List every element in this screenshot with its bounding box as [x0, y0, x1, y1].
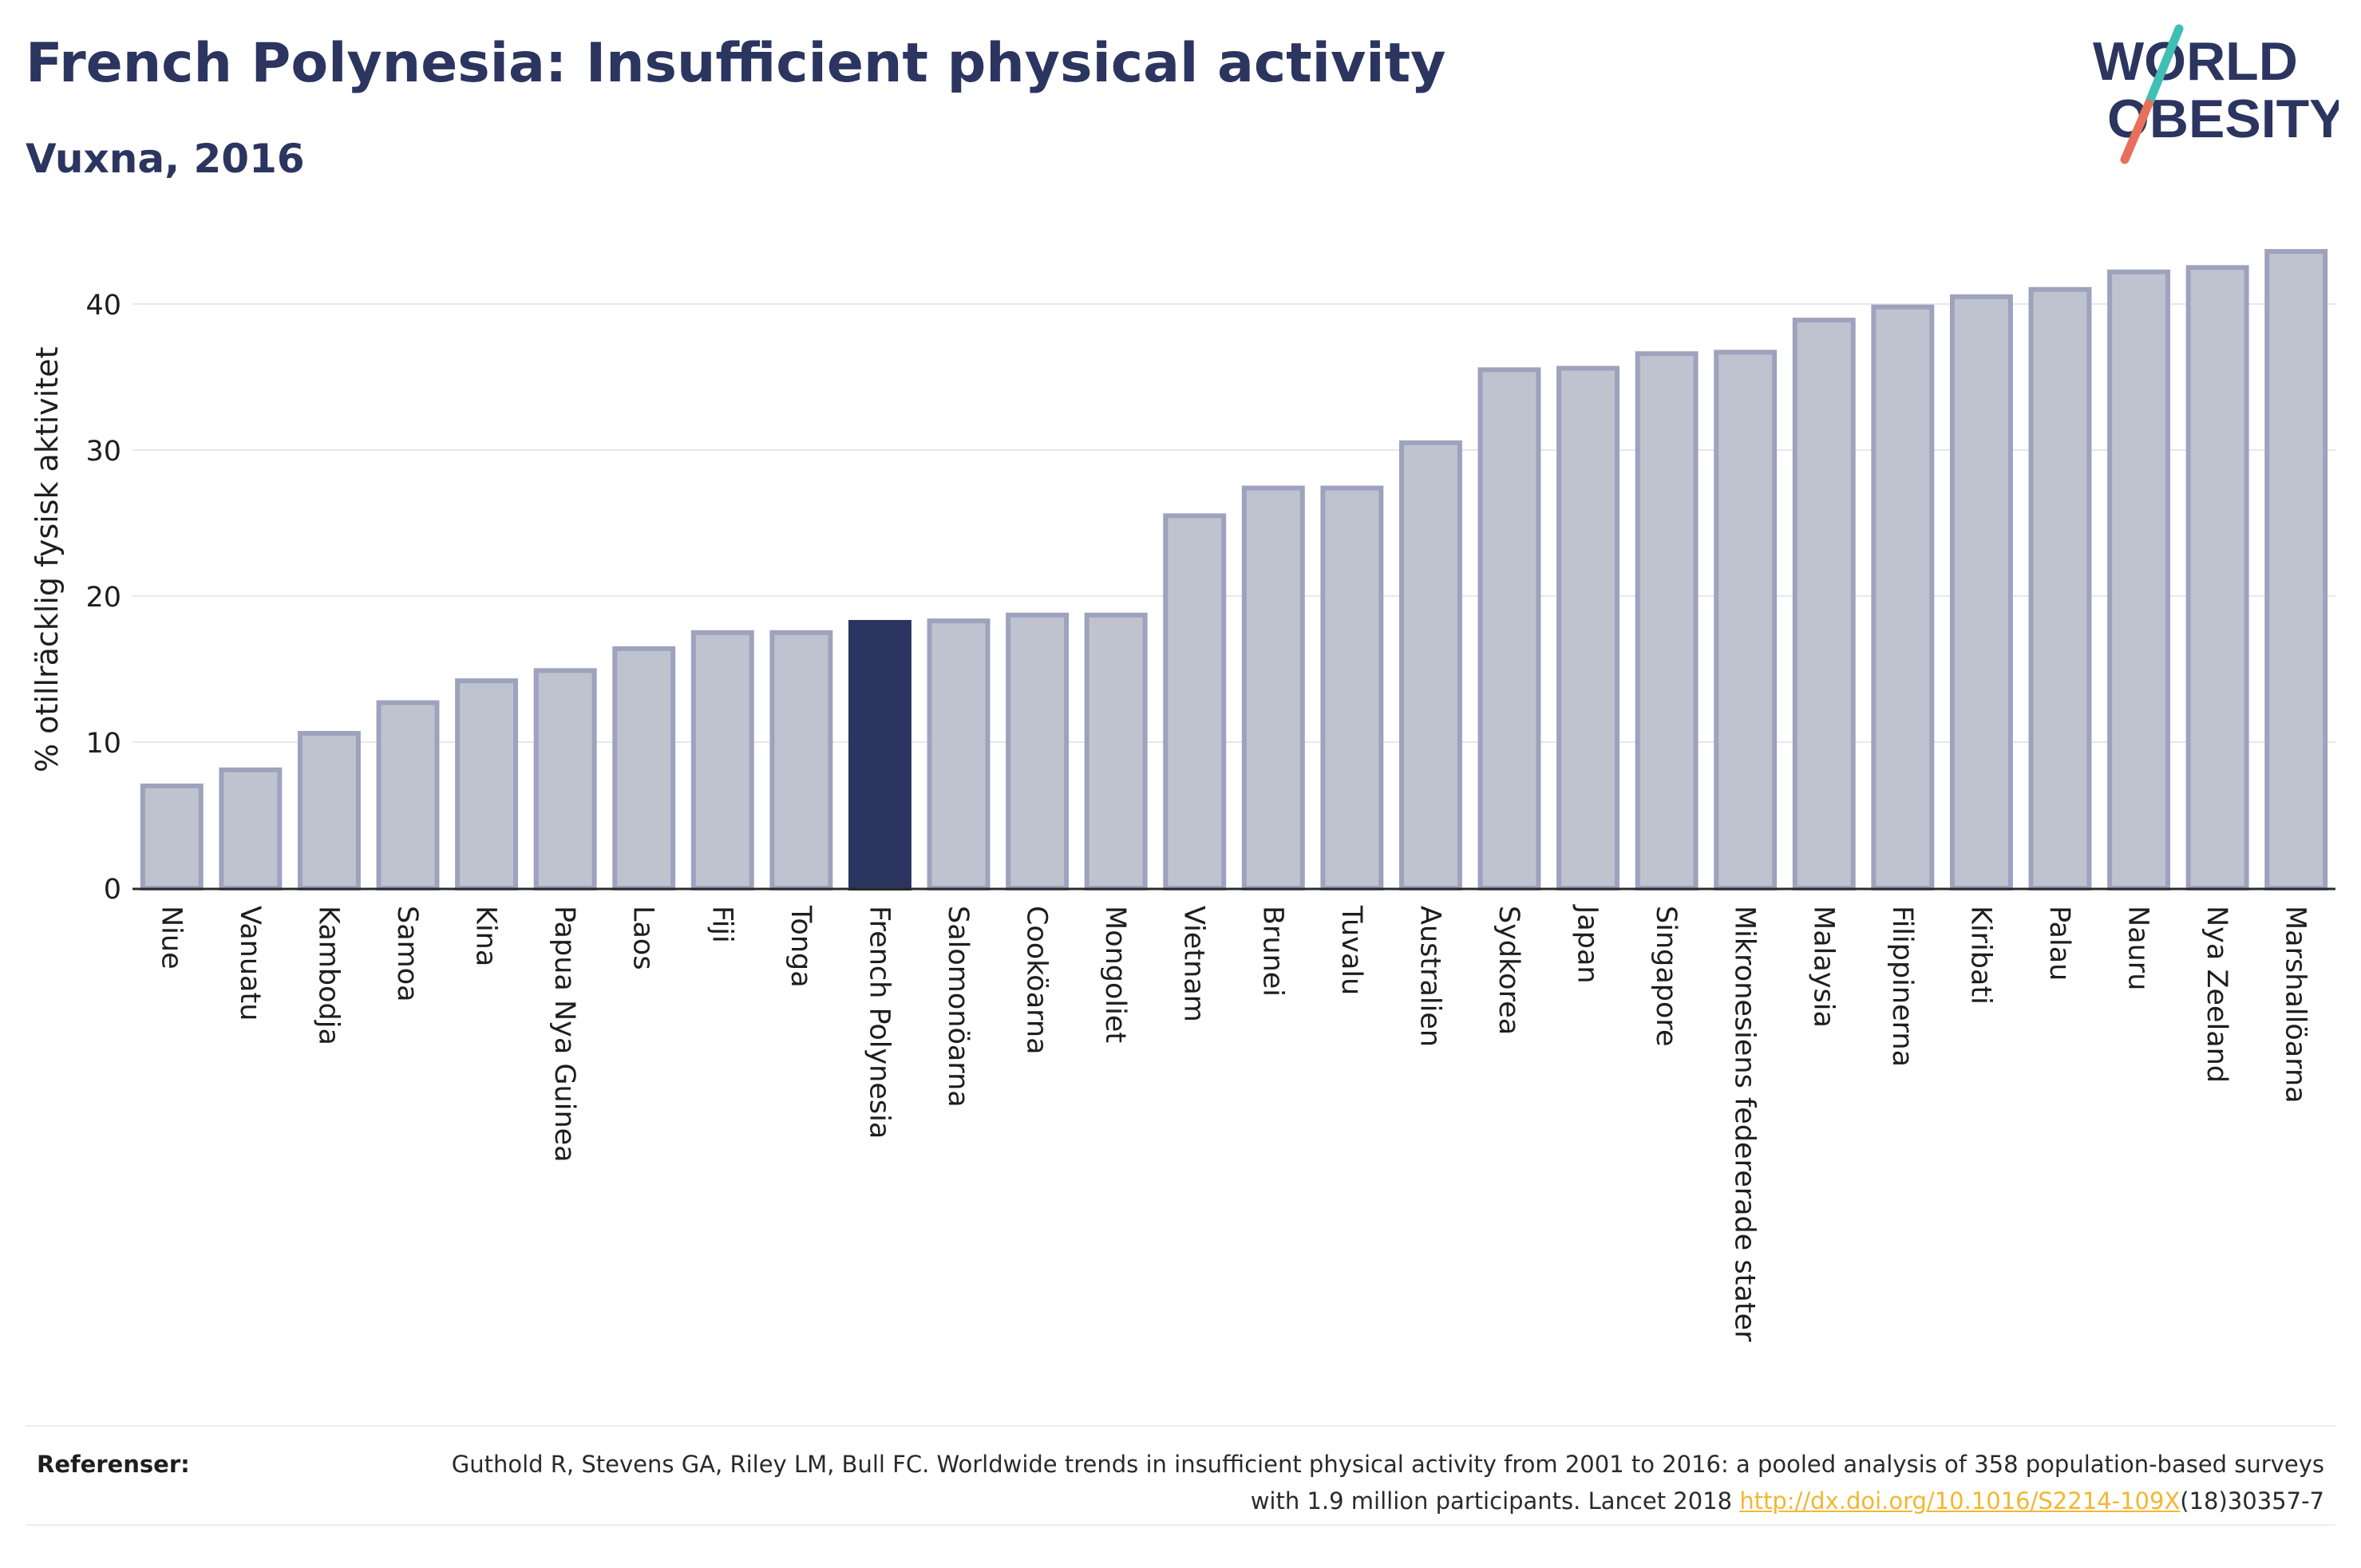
x-tick-label: French Polynesia: [863, 906, 895, 1139]
y-tick-label: 20: [85, 582, 121, 614]
x-tick-label: Papua Nya Guinea: [548, 906, 580, 1163]
bar: [2107, 269, 2171, 891]
bar: [1635, 351, 1699, 891]
y-axis-title: % otillräcklig fysisk aktivitet: [30, 346, 65, 772]
references-citation-end: (18)30357-7: [2180, 1487, 2324, 1515]
x-tick-label: Samoa: [391, 906, 423, 1002]
references-divider-top: [26, 1425, 2335, 1427]
bars: [140, 249, 2328, 891]
x-tick-label: Mongoliet: [1099, 906, 1131, 1043]
bar: [1163, 513, 1227, 891]
x-axis-labels: Niue Vanuatu Kambodja Samoa Kina Papua Nya Gu…: [155, 904, 2311, 1342]
bar: [533, 668, 597, 891]
bar: [140, 783, 204, 891]
x-tick-label: Australien: [1414, 906, 1445, 1047]
bar-highlighted: [848, 619, 912, 891]
bar: [1949, 294, 2013, 891]
bar: [612, 646, 676, 891]
y-tick-label: 0: [104, 874, 121, 906]
references-text: Guthold R, Stevens GA, Riley LM, Bull FC…: [449, 1446, 2324, 1519]
bar: [927, 618, 991, 891]
bar: [1792, 318, 1856, 891]
x-tick-label: Malaysia: [1807, 906, 1839, 1028]
bar: [1006, 612, 1070, 891]
bar: [1398, 440, 1462, 891]
bar: [376, 700, 440, 891]
references-citation: Guthold R, Stevens GA, Riley LM, Bull FC…: [451, 1451, 2324, 1515]
bar-chart: 0 10 20 30 40 Niue Vanuatu Kambodja Samoa Kina Pa…: [30, 249, 2335, 1342]
bar: [1241, 485, 1305, 891]
x-tick-label: Mikronesiens federerade stater: [1729, 906, 1761, 1342]
y-tick-label: 30: [85, 436, 121, 468]
world-obesity-logo: WORLD OBESITY: [2093, 24, 2339, 164]
x-tick-label: Filippinerna: [1886, 906, 1918, 1067]
bar: [1871, 304, 1935, 891]
references-doi-link[interactable]: http://dx.doi.org/10.1016/S2214-109X: [1739, 1487, 2181, 1515]
x-tick-label: Cooköarna: [1021, 906, 1053, 1055]
bar: [2028, 286, 2092, 891]
x-tick-label: Singapore: [1650, 906, 1682, 1047]
y-axis-ticks: 0 10 20 30 40: [85, 290, 121, 906]
bar: [219, 767, 283, 891]
bar: [455, 678, 519, 891]
bar: [2264, 249, 2328, 891]
bar: [1714, 350, 1778, 891]
x-tick-label: Kambodja: [312, 906, 344, 1045]
x-tick-label: Marshallöarna: [2280, 906, 2312, 1104]
x-tick-label: Tonga: [785, 905, 817, 988]
x-tick-label: Nauru: [2122, 906, 2154, 990]
x-tick-label: Kina: [470, 906, 502, 966]
bar: [297, 731, 361, 891]
x-tick-label: Sydkorea: [1493, 906, 1525, 1035]
x-tick-label: Tuvalu: [1335, 905, 1367, 995]
bar: [769, 630, 833, 891]
y-tick-label: 10: [85, 728, 121, 760]
logo-slash-bottom: [2120, 99, 2153, 164]
logo-slash-top: [2144, 24, 2184, 109]
x-tick-label: Japan: [1572, 904, 1604, 984]
x-tick-label: Vanuatu: [234, 906, 266, 1021]
references-label: Referenser:: [37, 1451, 190, 1478]
bar: [1084, 612, 1148, 891]
x-tick-label: Palau: [2043, 906, 2075, 981]
bar: [1477, 367, 1541, 891]
x-tick-label: Brunei: [1256, 906, 1288, 997]
x-tick-label: Nya Zeeland: [2201, 906, 2232, 1083]
x-tick-label: Fiji: [706, 906, 738, 943]
logo-text-world: WORLD: [2093, 31, 2298, 92]
x-tick-label: Salomonöarna: [942, 906, 974, 1108]
x-tick-label: Kiribati: [1964, 906, 1996, 1005]
x-tick-label: Laos: [627, 906, 659, 970]
references-divider-bottom: [26, 1524, 2335, 1526]
bar: [1320, 485, 1384, 891]
bar: [1556, 365, 1620, 891]
bar: [2185, 265, 2249, 891]
bar: [690, 630, 754, 891]
x-tick-label: Vietnam: [1178, 906, 1210, 1022]
x-tick-label: Niue: [155, 906, 187, 970]
y-tick-label: 40: [85, 290, 121, 322]
chart-title: French Polynesia: Insufficient physical …: [26, 32, 1446, 95]
chart-subtitle: Vuxna, 2016: [26, 136, 305, 182]
